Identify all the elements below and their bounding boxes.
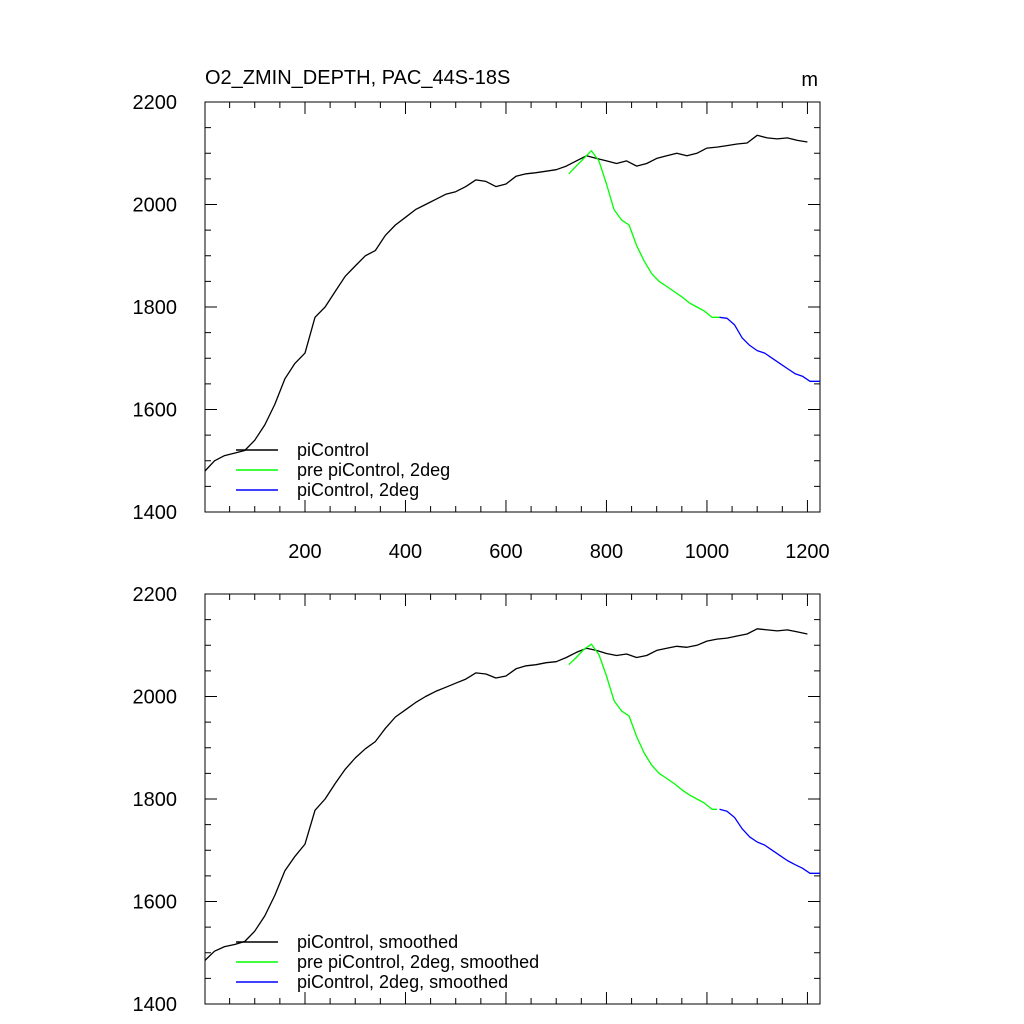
series-line [204,628,808,961]
y-tick-label: 2200 [133,92,178,114]
x-tick-label: 1200 [785,541,830,563]
y-tick-label: 1400 [133,502,178,524]
y-tick-label: 1400 [133,994,178,1016]
y-tick-label: 2000 [133,687,178,709]
x-tick-label: 1000 [685,541,730,563]
y-tick-label: 1600 [133,400,178,422]
y-tick-label: 2200 [133,584,178,606]
series-line [719,316,820,382]
y-tick-label: 2000 [133,195,178,217]
series-line [568,150,720,318]
legend-label: pre piControl, 2deg [297,460,450,480]
y-tick-label: 1800 [133,789,178,811]
legend-label: piControl [297,440,369,460]
y-tick-label: 1600 [133,892,178,914]
units-label: m [801,69,818,91]
legend-label: piControl, smoothed [297,932,458,952]
series-line [204,134,808,472]
legend-label: piControl, 2deg [297,480,419,500]
legend-label: pre piControl, 2deg, smoothed [297,952,539,972]
top-panel: 1400 1600 1800 2000 2200 200 400 600 800 1000 1200… [133,92,830,563]
y-tick-label: 1800 [133,297,178,319]
x-tick-label: 400 [389,541,422,563]
x-tick-label: 800 [590,541,623,563]
x-tick-label: 200 [288,541,321,563]
chart-title: O2_ZMIN_DEPTH, PAC_44S-18S [205,67,510,89]
series-line [719,808,820,874]
series-line [568,643,717,810]
x-tick-label: 600 [489,541,522,563]
legend-label: piControl, 2deg, smoothed [297,972,508,992]
